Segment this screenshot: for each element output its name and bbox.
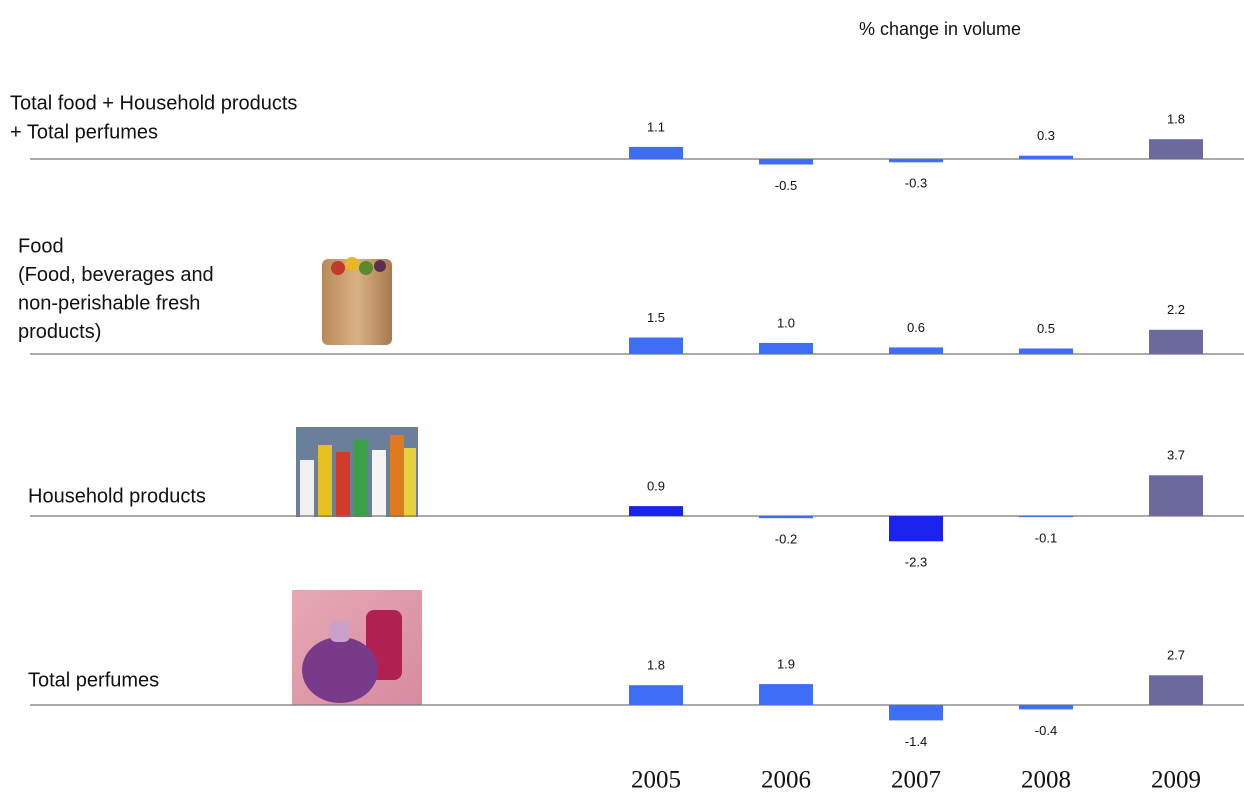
bar (889, 347, 943, 354)
bar (1019, 516, 1073, 518)
row-label: non-perishable fresh (18, 292, 200, 314)
x-tick-label: 2008 (1021, 767, 1071, 794)
bar (759, 516, 813, 519)
value-label: 1.9 (777, 657, 795, 672)
value-label: 0.3 (1037, 128, 1055, 143)
row-label: Household products (28, 485, 206, 507)
row-label: Total food + Household products (10, 92, 297, 114)
value-label: 2.7 (1167, 648, 1185, 663)
value-label: 1.1 (647, 119, 665, 134)
value-label: -0.5 (775, 178, 797, 193)
value-label: -0.3 (905, 176, 927, 191)
bar (629, 146, 683, 159)
bar (1149, 139, 1203, 159)
bar (759, 159, 813, 165)
bar (629, 337, 683, 354)
bar (1149, 329, 1203, 354)
value-label: 1.5 (647, 310, 665, 325)
row-label: + Total perfumes (10, 121, 158, 143)
bar (1019, 348, 1073, 354)
bar (1019, 705, 1073, 710)
value-label: -0.2 (775, 532, 797, 547)
value-label: 0.6 (907, 320, 925, 335)
food-image (322, 257, 392, 345)
row-label: Total perfumes (28, 669, 159, 691)
bar (889, 159, 943, 163)
value-label: -0.4 (1035, 723, 1057, 738)
value-label: 1.8 (1167, 112, 1185, 127)
value-label: -0.1 (1035, 531, 1057, 546)
value-label: 1.0 (777, 315, 795, 330)
bar (759, 684, 813, 705)
bar (629, 685, 683, 705)
x-tick-label: 2005 (631, 767, 681, 794)
value-label: 0.5 (1037, 321, 1055, 336)
bar (1019, 155, 1073, 159)
row-label: products) (18, 321, 101, 343)
chart-title: % change in volume (859, 19, 1021, 39)
x-tick-label: 2009 (1151, 767, 1201, 794)
value-label: 3.7 (1167, 448, 1185, 463)
bar (1149, 675, 1203, 705)
bar (629, 506, 683, 516)
value-label: 2.2 (1167, 302, 1185, 317)
x-tick-label: 2006 (761, 767, 811, 794)
perfume-image (292, 590, 422, 705)
value-label: 1.8 (647, 658, 665, 673)
row-label: Food (18, 235, 64, 257)
value-label: -2.3 (905, 555, 927, 570)
household-image (296, 427, 418, 517)
x-tick-label: 2007 (891, 767, 941, 794)
bar (889, 705, 943, 721)
row-label: (Food, beverages and (18, 264, 214, 286)
bar (1149, 475, 1203, 516)
value-label: 0.9 (647, 479, 665, 494)
value-label: -1.4 (905, 734, 927, 749)
bar (889, 516, 943, 542)
bar (759, 343, 813, 354)
